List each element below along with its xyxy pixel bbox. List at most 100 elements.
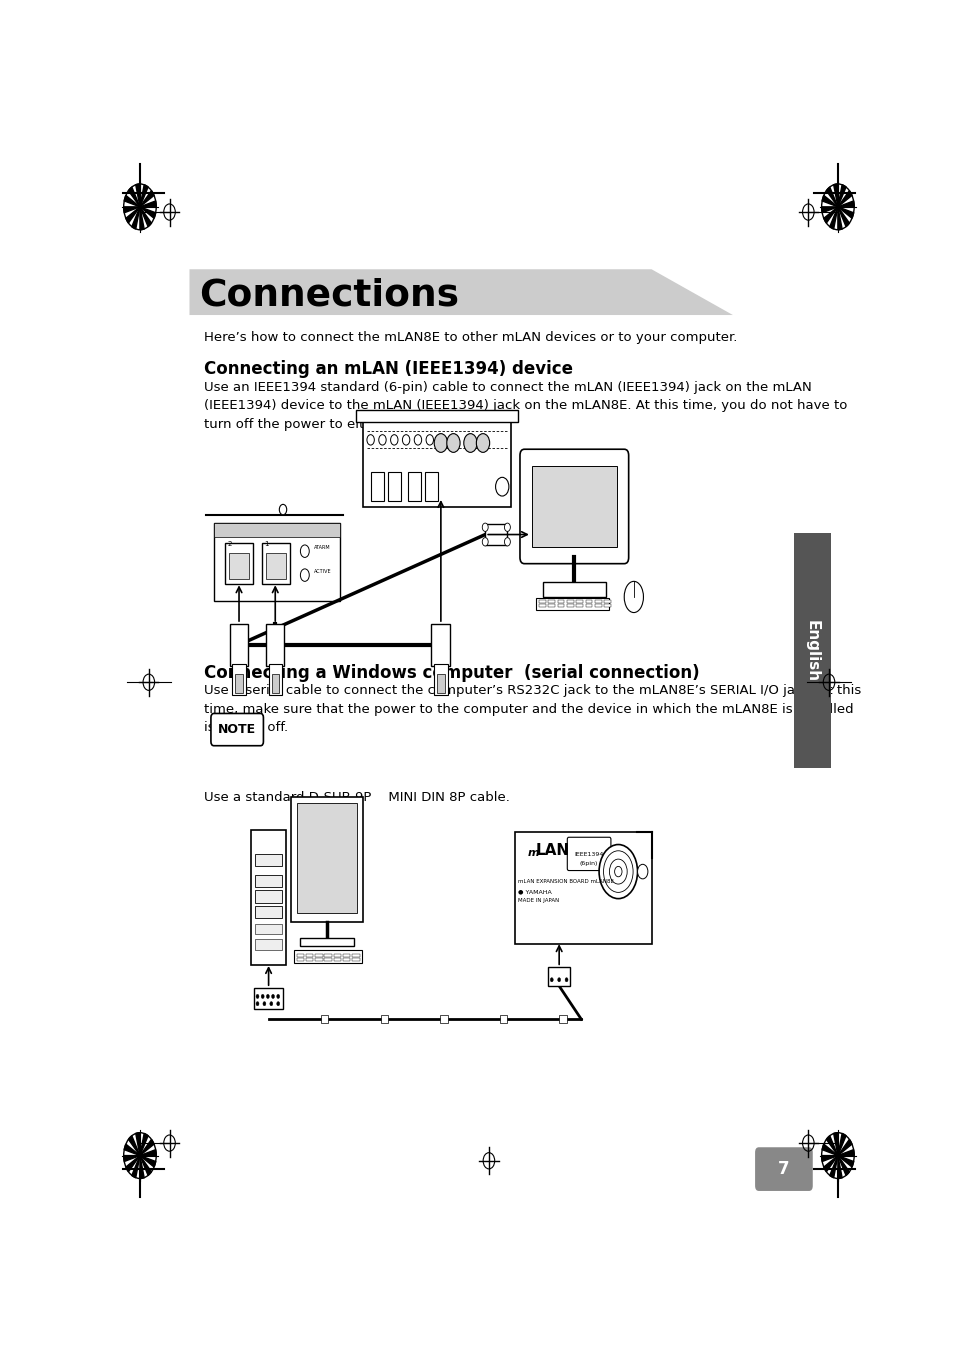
Text: IEEE1394: IEEE1394 [574, 852, 603, 858]
Bar [314, 954, 322, 957]
Circle shape [414, 435, 421, 444]
Text: NOTE: NOTE [218, 723, 256, 736]
Text: Here’s how to connect the mLAN8E to other mLAN devices or to your computer.: Here’s how to connect the mLAN8E to othe… [204, 331, 737, 343]
Bar [548, 604, 555, 608]
Text: mLAN EXPANSION BOARD mLAN8E: mLAN EXPANSION BOARD mLAN8E [518, 880, 614, 885]
Bar [314, 958, 322, 961]
Bar [230, 624, 248, 666]
Circle shape [495, 477, 508, 496]
Wedge shape [837, 1133, 845, 1155]
Text: Use a serial cable to connect the computer’s RS232C jack to the mLAN8E’s SERIAL : Use a serial cable to connect the comput… [204, 685, 861, 735]
Bar [595, 600, 601, 603]
Text: Connecting a Windows computer  (serial connection): Connecting a Windows computer (serial co… [204, 663, 700, 681]
Bar [255, 924, 282, 934]
Bar [576, 600, 582, 603]
FancyBboxPatch shape [567, 838, 610, 870]
Bar [334, 958, 341, 961]
Bar [603, 600, 610, 603]
Text: 2: 2 [227, 540, 232, 547]
Bar [296, 802, 357, 913]
Circle shape [300, 544, 309, 558]
Wedge shape [837, 207, 853, 219]
FancyBboxPatch shape [755, 1147, 812, 1192]
Bar [269, 663, 281, 694]
Bar [253, 988, 283, 1009]
Wedge shape [837, 185, 845, 207]
Text: Use an IEEE1394 standard (6-pin) cable to connect the mLAN (IEEE1394) jack on th: Use an IEEE1394 standard (6-pin) cable t… [204, 381, 847, 431]
Bar [363, 422, 511, 508]
Text: (6pin): (6pin) [578, 861, 598, 866]
Text: LAN: LAN [535, 843, 569, 858]
Text: 7: 7 [778, 1161, 789, 1178]
Wedge shape [140, 207, 155, 219]
Wedge shape [837, 190, 851, 207]
Wedge shape [126, 1155, 140, 1171]
Bar [485, 524, 507, 544]
Circle shape [378, 435, 386, 444]
Circle shape [367, 435, 374, 444]
Circle shape [276, 994, 279, 998]
Text: ACTIVE: ACTIVE [314, 570, 331, 574]
Wedge shape [140, 1133, 148, 1155]
Wedge shape [140, 207, 144, 230]
Circle shape [476, 434, 489, 453]
Bar [272, 674, 278, 693]
Wedge shape [124, 196, 140, 207]
Bar [566, 604, 573, 608]
Bar [262, 543, 290, 585]
Wedge shape [837, 1150, 853, 1155]
Circle shape [270, 1001, 273, 1005]
Wedge shape [821, 1144, 837, 1155]
FancyBboxPatch shape [211, 713, 263, 746]
Circle shape [603, 851, 633, 893]
Bar [595, 604, 601, 608]
Bar [324, 958, 332, 961]
Bar [603, 604, 610, 608]
Bar [566, 600, 573, 603]
Bar [576, 604, 582, 608]
Bar [255, 939, 282, 950]
Bar [370, 471, 383, 501]
Bar [439, 1015, 447, 1024]
Circle shape [482, 538, 488, 546]
Bar [321, 1015, 328, 1024]
Circle shape [564, 978, 567, 982]
Bar [352, 958, 359, 961]
Bar [542, 582, 605, 597]
Wedge shape [129, 1136, 140, 1155]
Circle shape [598, 844, 637, 898]
Circle shape [402, 435, 410, 444]
Wedge shape [821, 1155, 837, 1162]
Bar [531, 466, 617, 547]
Bar [342, 954, 350, 957]
Circle shape [300, 569, 309, 581]
Circle shape [637, 865, 647, 880]
Wedge shape [837, 1155, 848, 1175]
Wedge shape [829, 207, 837, 228]
Bar [515, 832, 651, 944]
Bar [255, 854, 282, 866]
Bar [352, 954, 359, 957]
Circle shape [390, 435, 397, 444]
Circle shape [255, 994, 258, 998]
Bar [299, 938, 354, 947]
Circle shape [426, 435, 433, 444]
Wedge shape [837, 1155, 841, 1178]
Wedge shape [132, 1155, 140, 1178]
Wedge shape [833, 1132, 837, 1155]
Bar [436, 674, 444, 693]
Bar [342, 958, 350, 961]
Circle shape [504, 538, 510, 546]
Bar [334, 954, 341, 957]
Wedge shape [126, 207, 140, 223]
Wedge shape [132, 207, 140, 228]
Bar [434, 663, 447, 694]
Wedge shape [825, 1136, 837, 1155]
Bar [213, 523, 339, 536]
Wedge shape [833, 184, 837, 207]
Wedge shape [140, 201, 156, 207]
Circle shape [266, 994, 269, 998]
Text: Use a standard D-SUB 9P    MINI DIN 8P cable.: Use a standard D-SUB 9P MINI DIN 8P cabl… [204, 792, 510, 804]
Bar [229, 554, 249, 580]
Bar [296, 954, 304, 957]
